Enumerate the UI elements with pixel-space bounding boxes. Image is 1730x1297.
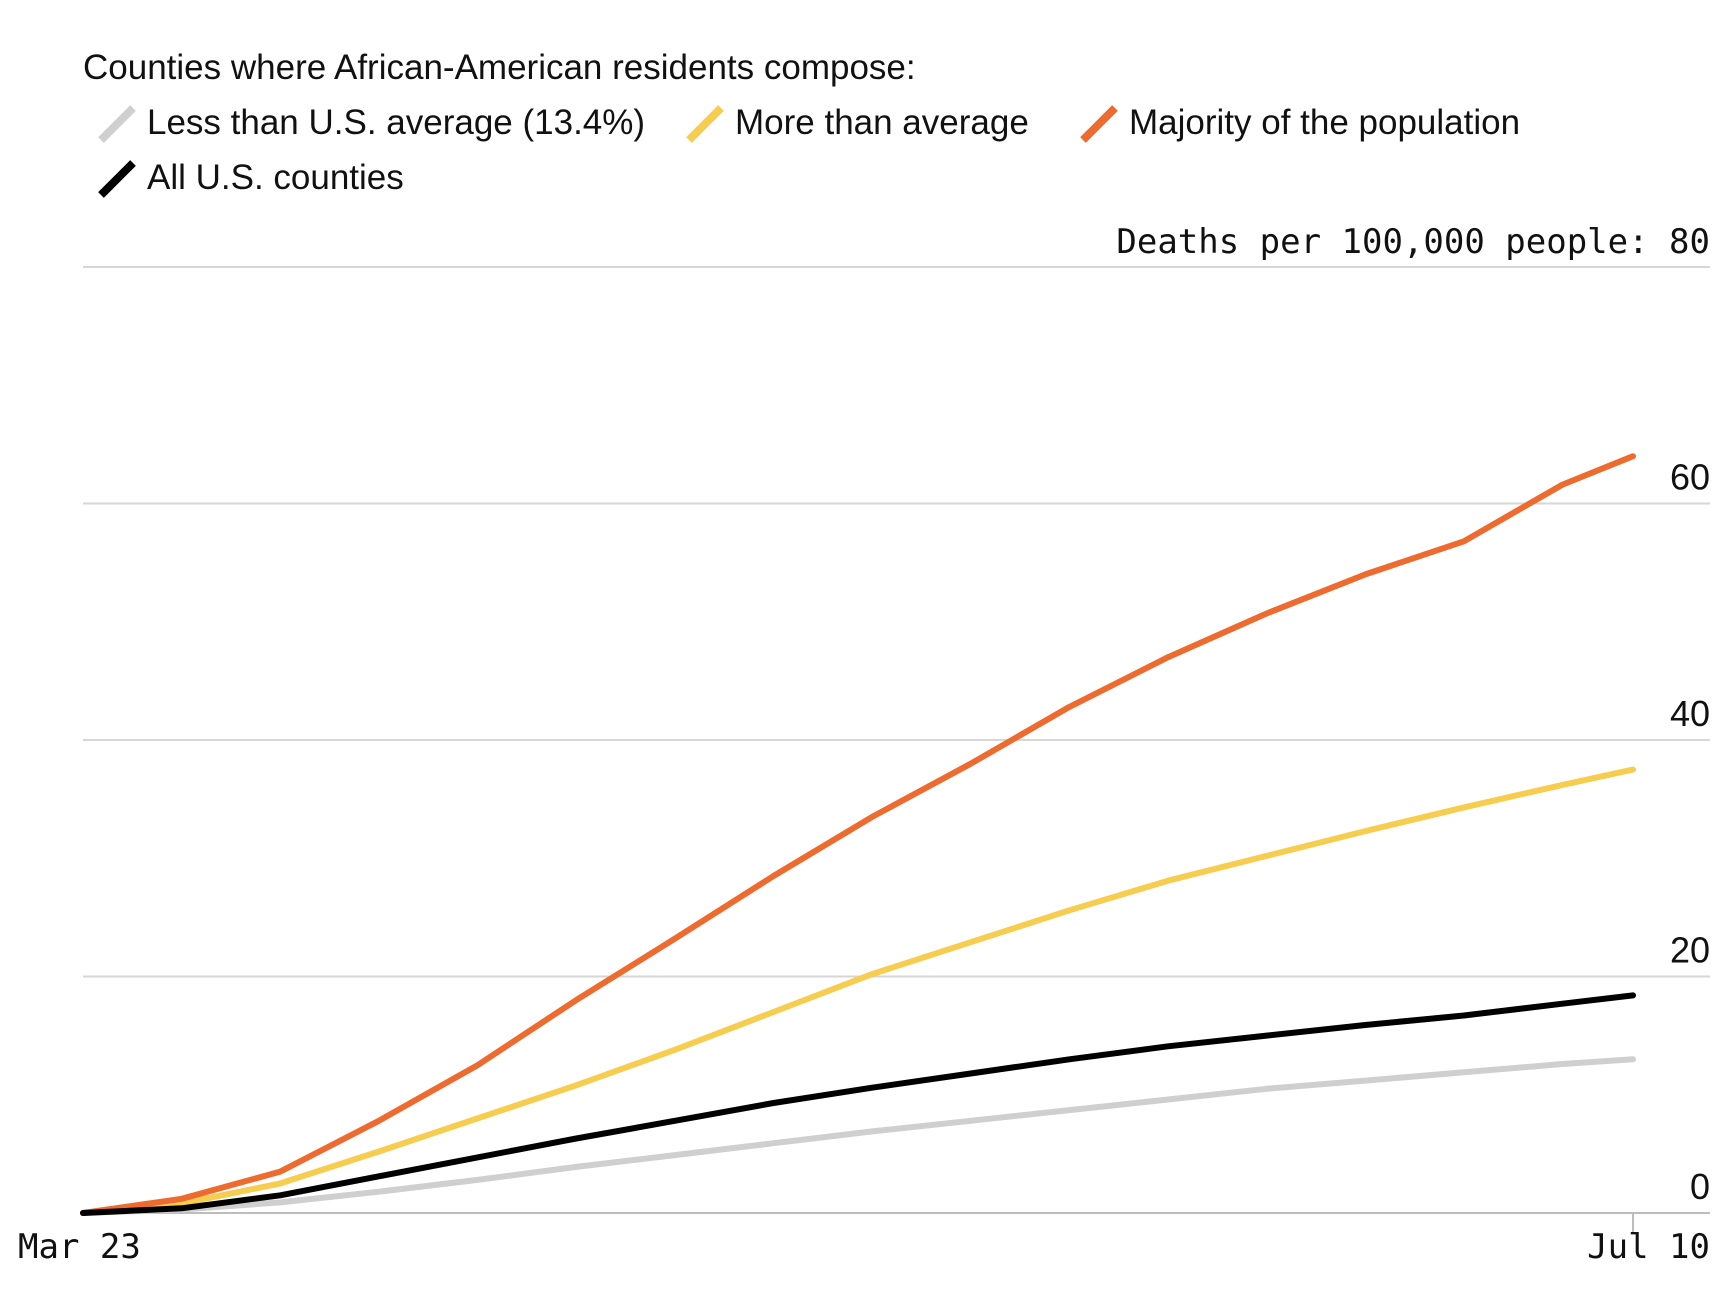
legend-title: Counties where African-American resident… [83, 48, 916, 87]
legend-swatch-line-2 [1080, 105, 1118, 143]
y-axis-title-tick: Deaths per 100,000 people: 80 [1116, 222, 1710, 262]
legend-swatch-line-3 [98, 160, 136, 198]
series-line-0 [80, 1056, 1636, 1216]
legend-label-more-than-average: More than average [735, 103, 1029, 142]
black-line-swatch-icon [98, 160, 136, 198]
x-end-label: Jul 10 [1587, 1227, 1710, 1267]
legend-label-majority: Majority of the population [1129, 103, 1521, 142]
series-line-1 [80, 766, 1636, 1216]
x-start-label: Mar 23 [18, 1227, 141, 1267]
legend-item-more-than-average: More than average [683, 100, 1029, 146]
orange-line-swatch-icon [1080, 105, 1118, 143]
legend-label-all-counties: All U.S. counties [147, 158, 404, 197]
legend-label-less-than-average: Less than U.S. average (13.4%) [147, 103, 646, 142]
y-tick-label: 60 [1670, 457, 1710, 498]
series-line-3 [80, 992, 1636, 1216]
legend-item-less-than-average: Less than U.S. average (13.4%) [95, 100, 645, 146]
legend-swatch-line-1 [686, 105, 724, 143]
series-line-2 [80, 453, 1636, 1216]
gray-line-swatch-icon [98, 105, 136, 143]
legend-swatch-line-0 [98, 105, 136, 143]
y-tick-label: 40 [1670, 693, 1710, 734]
y-tick-label: 20 [1670, 930, 1710, 971]
legend-item-majority: Majority of the population [1077, 100, 1520, 146]
legend-item-all-counties: All U.S. counties [95, 155, 404, 201]
yellow-line-swatch-icon [686, 105, 724, 143]
y-tick-label: 0 [1690, 1166, 1710, 1207]
